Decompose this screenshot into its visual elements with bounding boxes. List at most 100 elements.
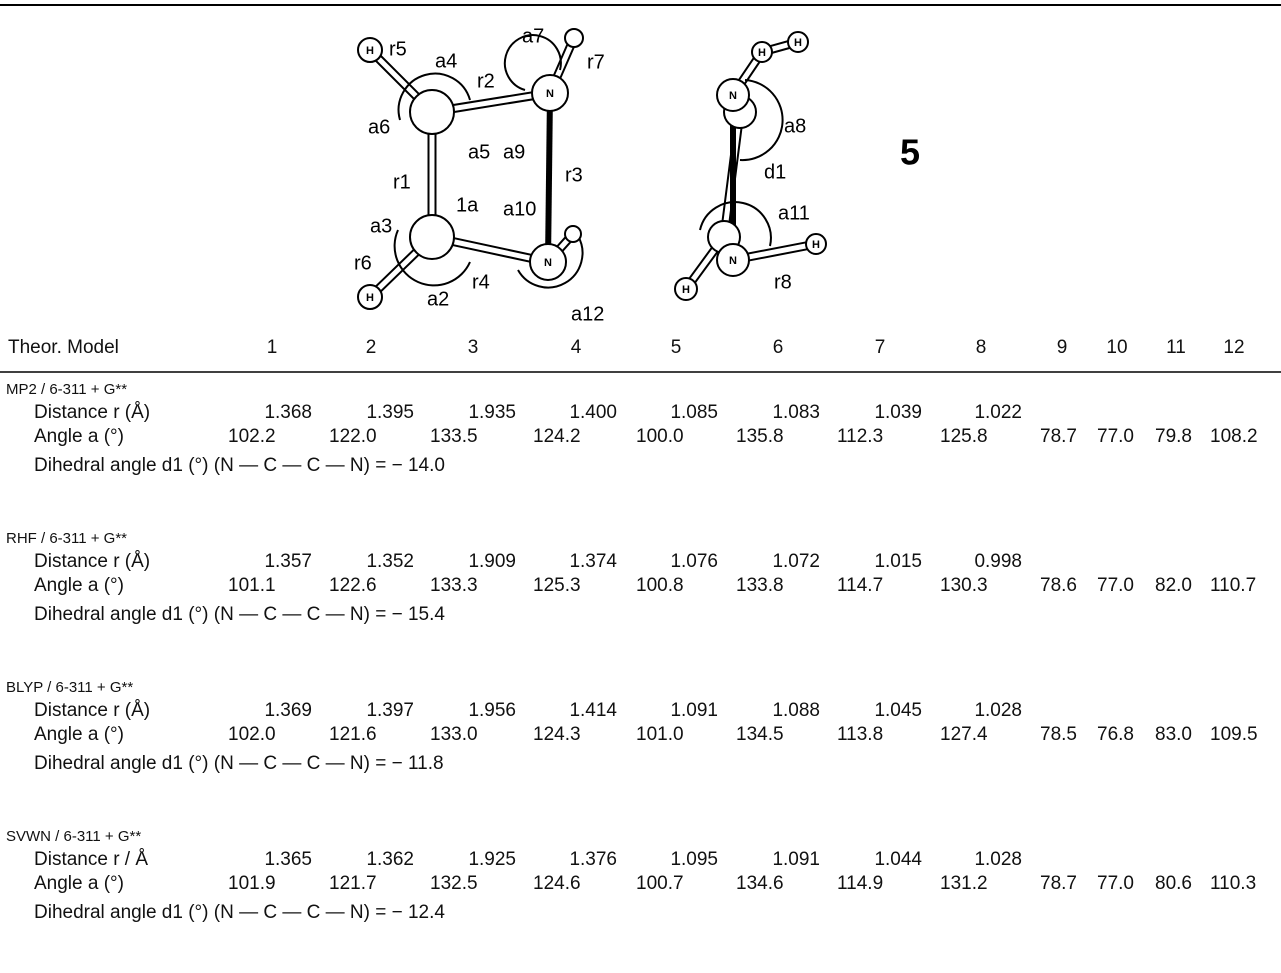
distance-value: 1.028	[974, 701, 1022, 720]
figure: H N H N H H N N H H r5 a4 r2 a7 r7 a6 a5…	[0, 0, 1281, 380]
angle-value: 78.7	[1040, 874, 1077, 893]
atom-label: H	[758, 47, 766, 59]
geo-label: a5	[468, 141, 490, 163]
angle-value: 133.8	[736, 576, 784, 595]
angle-value: 135.8	[736, 427, 784, 446]
distance-value: 1.083	[772, 403, 820, 422]
angle-value: 101.9	[228, 874, 276, 893]
geo-label: a8	[784, 115, 806, 137]
distance-value: 1.085	[670, 403, 718, 422]
angle-value: 125.8	[940, 427, 988, 446]
atom-label: H	[366, 45, 374, 57]
angle-value: 112.3	[837, 427, 883, 446]
angle-value: 127.4	[940, 725, 988, 744]
distance-value: 1.028	[974, 850, 1022, 869]
dihedral: Dihedral angle d1 (°) (N — C — C — N) = …	[34, 605, 445, 624]
atom-label: N	[729, 90, 737, 102]
angle-value: 101.1	[228, 576, 276, 595]
distance-value: 1.015	[874, 552, 922, 571]
row-label: Distance r (Å)	[34, 552, 150, 571]
angle-value: 108.2	[1210, 427, 1258, 446]
angle-value: 100.7	[636, 874, 684, 893]
angle-value: 132.5	[430, 874, 478, 893]
structure-number: 5	[900, 132, 920, 173]
dihedral: Dihedral angle d1 (°) (N — C — C — N) = …	[34, 903, 445, 922]
angle-value: 110.3	[1210, 874, 1256, 893]
distance-value: 1.091	[670, 701, 718, 720]
angle-value: 76.8	[1097, 725, 1134, 744]
geo-label: a2	[427, 288, 449, 310]
distance-value: 1.369	[264, 701, 312, 720]
angle-value: 133.0	[430, 725, 478, 744]
angle-value: 77.0	[1097, 427, 1134, 446]
model-name: SVWN / 6-311 + G**	[6, 829, 141, 844]
distance-value: 1.935	[468, 403, 516, 422]
page: H N H N H H N N H H r5 a4 r2 a7 r7 a6 a5…	[0, 0, 1281, 973]
angle-value: 122.6	[329, 576, 377, 595]
row-label: Angle a (°)	[34, 874, 124, 893]
atom-label: N	[546, 88, 554, 100]
distance-value: 1.045	[874, 701, 922, 720]
angle-value: 114.9	[837, 874, 883, 893]
angle-value: 134.5	[736, 725, 784, 744]
distance-value: 1.395	[366, 403, 414, 422]
geo-label: r4	[472, 271, 490, 293]
distance-value: 1.925	[468, 850, 516, 869]
atom-label: H	[812, 239, 820, 251]
nn-bond	[548, 93, 550, 262]
distance-value: 1.362	[366, 850, 414, 869]
model-name: MP2 / 6-311 + G**	[6, 382, 127, 397]
geo-label: a11	[778, 202, 810, 224]
geo-label: a3	[370, 215, 392, 237]
distance-value: 1.376	[569, 850, 617, 869]
distance-value: 0.998	[974, 552, 1022, 571]
angle-value: 131.2	[940, 874, 988, 893]
distance-value: 1.022	[974, 403, 1022, 422]
distance-value: 1.368	[264, 403, 312, 422]
angle-value: 121.7	[329, 874, 377, 893]
model-name: BLYP / 6-311 + G**	[6, 680, 133, 695]
geo-label: a6	[368, 116, 390, 138]
angle-value: 133.5	[430, 427, 478, 446]
geo-label: r3	[565, 164, 583, 186]
geo-label: a9	[503, 141, 525, 163]
geo-label: r6	[354, 252, 372, 274]
geo-label: d1	[764, 161, 786, 183]
atom-label: N	[544, 257, 552, 269]
angle-value: 79.8	[1155, 427, 1192, 446]
geo-label: a12	[571, 303, 604, 325]
model-name: RHF / 6-311 + G**	[6, 531, 127, 546]
atom-label: N	[729, 255, 737, 267]
distance-value: 1.072	[772, 552, 820, 571]
distance-value: 1.365	[264, 850, 312, 869]
angle-value: 134.6	[736, 874, 784, 893]
angle-value: 124.2	[533, 427, 581, 446]
geo-label: r2	[477, 70, 495, 92]
angle-value: 100.0	[636, 427, 684, 446]
distance-value: 1.909	[468, 552, 516, 571]
distance-value: 1.076	[670, 552, 718, 571]
column-header: 11	[1166, 338, 1186, 357]
column-header: 10	[1106, 338, 1127, 357]
column-header: 8	[976, 338, 987, 357]
column-header: 2	[366, 338, 377, 357]
angle-value: 101.0	[636, 725, 684, 744]
distance-value: 1.374	[569, 552, 617, 571]
angle-value: 100.8	[636, 576, 684, 595]
row-label: Distance r (Å)	[34, 701, 150, 720]
atom-label: H	[794, 37, 802, 49]
angle-value: 121.6	[329, 725, 377, 744]
angle-value: 78.5	[1040, 725, 1077, 744]
angle-value: 125.3	[533, 576, 581, 595]
distance-value: 1.044	[874, 850, 922, 869]
distance-value: 1.397	[366, 701, 414, 720]
angle-value: 124.6	[533, 874, 581, 893]
angle-value: 114.7	[837, 576, 883, 595]
atom-label: H	[366, 292, 374, 304]
angle-value: 110.7	[1210, 576, 1256, 595]
angle-value: 130.3	[940, 576, 988, 595]
angle-value: 113.8	[837, 725, 883, 744]
dihedral: Dihedral angle d1 (°) (N — C — C — N) = …	[34, 456, 445, 475]
dihedral: Dihedral angle d1 (°) (N — C — C — N) = …	[34, 754, 444, 773]
atom-label: H	[682, 284, 690, 296]
